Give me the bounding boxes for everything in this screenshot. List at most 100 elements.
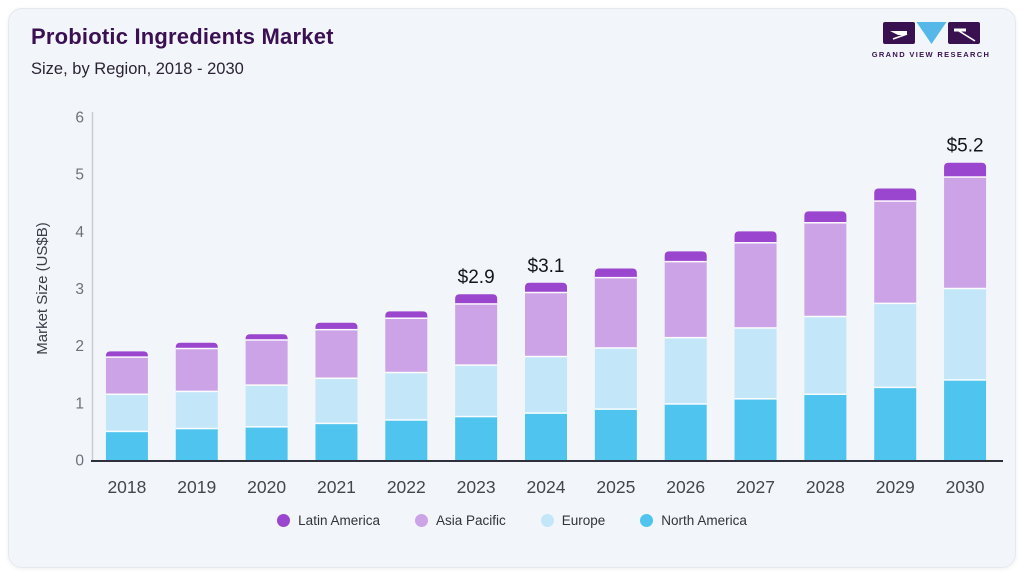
y-tick-label-2: 2 <box>75 338 84 355</box>
bar-2028-north-america[interactable] <box>804 394 847 460</box>
bar-2021-latin-america[interactable] <box>315 322 358 330</box>
y-tick-label-0: 0 <box>75 453 84 470</box>
legend-label-europe: Europe <box>561 513 606 528</box>
bar-2022-asia-pacific[interactable] <box>385 318 428 373</box>
bar-2020-europe[interactable] <box>245 385 288 427</box>
bar-2027-europe[interactable] <box>734 327 777 399</box>
bar-2019-latin-america[interactable] <box>175 342 218 349</box>
bar-segment-divider <box>734 242 777 244</box>
bar-2024-europe[interactable] <box>525 356 567 414</box>
legend-label-north-america: North America <box>661 513 747 528</box>
y-tick-label-1: 1 <box>75 395 84 412</box>
bar-2019-asia-pacific[interactable] <box>175 348 218 392</box>
bar-2022-europe[interactable] <box>385 372 428 420</box>
bar-2025-asia-pacific[interactable] <box>594 277 637 348</box>
x-axis-label-2022: 2022 <box>387 477 426 497</box>
page-subtitle: Size, by Region, 2018 - 2030 <box>31 60 244 78</box>
bar-segment-divider <box>664 260 707 263</box>
bar-2026-latin-america[interactable] <box>664 251 707 262</box>
bar-segment-divider <box>804 315 847 318</box>
bar-segment-divider <box>175 427 218 430</box>
legend-item-latin-america[interactable]: Latin America <box>277 513 380 528</box>
bar-2030-north-america[interactable] <box>944 379 987 460</box>
bar-2028-latin-america[interactable] <box>804 211 847 223</box>
bar-2023-asia-pacific[interactable] <box>455 303 498 366</box>
legend-item-north-america[interactable]: North America <box>640 513 747 528</box>
bar-segment-divider <box>734 327 777 329</box>
bar-2022-north-america[interactable] <box>385 419 428 460</box>
bar-2022-latin-america[interactable] <box>385 311 428 319</box>
bar-2028-asia-pacific[interactable] <box>804 222 847 317</box>
bar-2025-north-america[interactable] <box>594 409 637 460</box>
x-axis-label-2024: 2024 <box>527 477 566 497</box>
bar-segment-divider <box>385 317 428 319</box>
bar-2027-asia-pacific[interactable] <box>734 242 777 328</box>
bar-2030-europe[interactable] <box>944 288 987 380</box>
bar-2029-asia-pacific[interactable] <box>874 201 917 304</box>
bar-2021-north-america[interactable] <box>315 423 358 460</box>
bar-2025-europe[interactable] <box>594 347 637 410</box>
x-axis-label-2027: 2027 <box>736 477 775 497</box>
bar-2023-latin-america[interactable] <box>455 294 498 304</box>
x-axis-label-2019: 2019 <box>177 477 216 497</box>
legend-swatch-asia-pacific <box>414 514 428 527</box>
bar-segment-divider <box>245 339 288 341</box>
bar-2030-latin-america[interactable] <box>944 162 987 178</box>
bar-segment-divider <box>175 347 218 350</box>
bar-2024-latin-america[interactable] <box>525 282 567 293</box>
bar-2023-north-america[interactable] <box>455 416 498 460</box>
x-axis-label-2023: 2023 <box>457 477 496 497</box>
legend-swatch-latin-america <box>277 514 291 527</box>
bar-segment-divider <box>664 403 707 405</box>
bar-2018-latin-america[interactable] <box>105 351 148 358</box>
y-tick-label-6: 6 <box>75 110 84 127</box>
bar-value-label-2023: $2.9 <box>458 267 495 288</box>
chart-header: Probiotic Ingredients Market Size, by Re… <box>31 24 334 79</box>
bar-2025-latin-america[interactable] <box>594 268 637 278</box>
x-axis-label-2030: 2030 <box>946 477 985 497</box>
bar-2019-north-america[interactable] <box>175 428 218 460</box>
bar-2024-north-america[interactable] <box>525 413 567 460</box>
bar-2020-north-america[interactable] <box>245 426 288 460</box>
bar-2021-asia-pacific[interactable] <box>315 329 358 379</box>
bar-segment-divider <box>105 393 148 396</box>
x-axis-label-2021: 2021 <box>317 477 356 497</box>
bar-2019-europe[interactable] <box>175 391 218 429</box>
bar-2020-latin-america[interactable] <box>245 334 288 340</box>
bar-2026-north-america[interactable] <box>664 403 707 460</box>
bar-2018-north-america[interactable] <box>105 431 148 460</box>
x-axis-label-2025: 2025 <box>596 477 635 497</box>
legend-item-asia-pacific[interactable]: Asia Pacific <box>414 513 506 528</box>
bar-2018-europe[interactable] <box>105 394 148 432</box>
bar-2027-north-america[interactable] <box>734 398 777 460</box>
bar-2030-asia-pacific[interactable] <box>944 177 987 289</box>
bar-2020-asia-pacific[interactable] <box>245 339 288 386</box>
bar-segment-divider <box>594 347 637 349</box>
x-axis-label-2028: 2028 <box>806 477 845 497</box>
y-tick-label-5: 5 <box>75 167 84 184</box>
bar-2029-latin-america[interactable] <box>874 188 917 202</box>
page-title: Probiotic Ingredients Market <box>31 24 334 49</box>
bar-2029-europe[interactable] <box>874 303 917 388</box>
bar-2027-latin-america[interactable] <box>734 231 777 243</box>
x-axis-label-2018: 2018 <box>107 477 146 497</box>
legend-item-europe[interactable]: Europe <box>540 513 606 528</box>
bar-2023-europe[interactable] <box>455 365 498 417</box>
bar-2028-europe[interactable] <box>804 316 847 395</box>
bar-2029-north-america[interactable] <box>874 387 917 460</box>
y-tick-label-4: 4 <box>75 224 84 241</box>
bar-segment-divider <box>734 398 777 400</box>
bar-2026-europe[interactable] <box>664 337 707 404</box>
bar-segment-divider <box>594 408 637 410</box>
bar-segment-divider <box>874 200 917 202</box>
bar-segment-divider <box>455 415 498 418</box>
bar-segment-divider <box>315 328 358 331</box>
bar-2024-asia-pacific[interactable] <box>525 292 567 357</box>
x-axis-label-2029: 2029 <box>876 477 915 497</box>
bar-segment-divider <box>525 355 567 358</box>
bar-2021-europe[interactable] <box>315 378 358 424</box>
bar-2018-asia-pacific[interactable] <box>105 357 148 395</box>
bar-2026-asia-pacific[interactable] <box>664 261 707 338</box>
chart-card <box>8 8 1016 568</box>
bar-segment-divider <box>245 426 288 428</box>
